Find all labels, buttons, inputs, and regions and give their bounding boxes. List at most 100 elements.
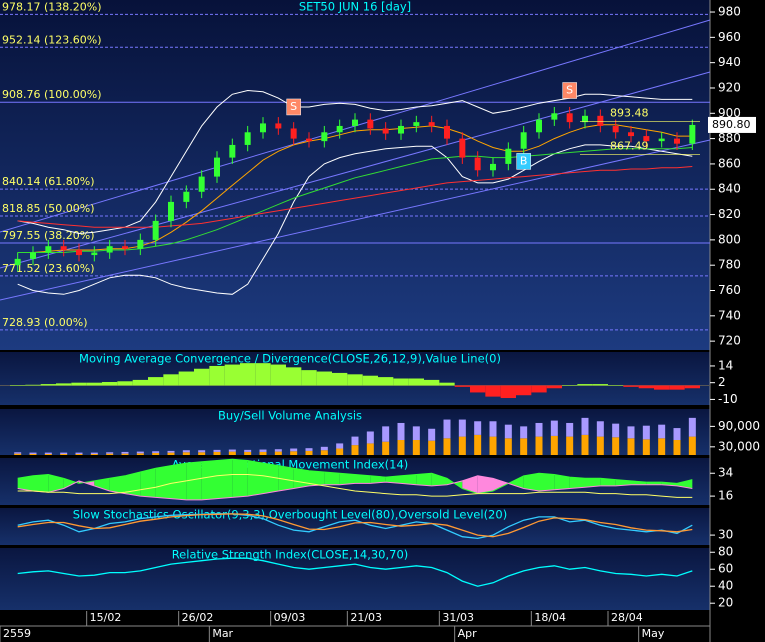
candle-body	[321, 132, 328, 142]
volume-bar	[60, 452, 68, 454]
volume-bar	[14, 452, 22, 454]
candle-body	[152, 220, 159, 240]
histogram-bar	[562, 385, 578, 386]
volume-bar	[121, 451, 129, 454]
volume-bar	[458, 436, 466, 455]
volume-bar	[474, 434, 482, 455]
y-tick-label: 740	[718, 308, 741, 322]
candle-body	[275, 123, 282, 129]
di-fill	[600, 478, 616, 486]
indicator-line	[17, 166, 693, 228]
di-fill	[508, 475, 524, 489]
volume-bar	[428, 428, 436, 441]
y-tick-label: 820	[718, 207, 741, 221]
histogram-bar	[638, 385, 654, 389]
di-fill	[462, 475, 478, 494]
fib-label: 952.14 (123.60%)	[2, 33, 102, 46]
histogram-bar	[286, 367, 302, 386]
month-label: Apr	[458, 627, 478, 640]
histogram-bar	[500, 385, 516, 399]
volume-bar	[228, 451, 236, 455]
candle-body	[336, 125, 343, 133]
di-fill	[523, 473, 539, 492]
y-tick-label: 840	[718, 182, 741, 196]
signal-label: S	[566, 84, 573, 97]
volume-bar	[60, 453, 68, 455]
volume-bar	[228, 449, 236, 452]
candle-body	[290, 128, 297, 139]
candle-body	[306, 138, 312, 142]
y-tick-label: 60	[718, 562, 733, 576]
volume-bar	[305, 450, 313, 455]
last-price-label: 890.80	[712, 118, 751, 131]
fib-label: 978.17 (138.20%)	[2, 0, 102, 13]
volume-bar	[29, 453, 37, 455]
indicator-line	[17, 89, 693, 235]
volume-bar	[167, 450, 175, 453]
histogram-bar	[684, 385, 700, 389]
volume-bar	[152, 451, 160, 453]
y-tick-label: 30	[718, 528, 733, 542]
histogram-bar	[332, 372, 348, 386]
volume-bar	[382, 441, 390, 455]
y-tick-label: 80	[718, 545, 733, 559]
histogram-bar	[224, 364, 240, 386]
volume-bar	[336, 448, 344, 455]
volume-bar	[397, 422, 405, 441]
y-tick-label: 40	[718, 579, 733, 593]
di-fill	[293, 468, 309, 489]
histogram-bar	[439, 382, 455, 386]
signal-marker	[286, 98, 301, 116]
y-tick-label: 720	[718, 334, 741, 348]
histogram-bar	[102, 381, 118, 386]
volume-bar	[458, 419, 466, 437]
histogram-bar	[316, 371, 332, 386]
volume-bar	[366, 443, 374, 455]
signal-marker	[516, 153, 531, 170]
x-tick-label: 28/04	[611, 611, 643, 624]
di-fill	[569, 477, 585, 489]
indicator-line	[17, 475, 693, 501]
volume-bar	[612, 423, 620, 438]
di-fill	[631, 480, 647, 485]
histogram-bar	[654, 385, 670, 390]
histogram-bar	[424, 379, 440, 386]
histogram-bar	[240, 363, 256, 386]
di-fill	[431, 473, 447, 486]
volume-bar	[627, 438, 635, 455]
histogram-bar	[71, 382, 87, 386]
candle-body	[183, 191, 190, 202]
di-fill	[63, 478, 79, 489]
volume-bar	[290, 451, 298, 455]
volume-bar	[535, 436, 543, 455]
y-tick-label: 980	[718, 5, 741, 19]
volume-bar	[336, 443, 344, 449]
volume-bar	[596, 421, 604, 437]
candle-body	[597, 115, 604, 126]
y-tick-label: 780	[718, 258, 741, 272]
volume-bar	[658, 424, 666, 439]
candle-body	[459, 138, 466, 158]
candle-body	[490, 163, 496, 171]
di-fill	[140, 468, 156, 498]
volume-bar	[106, 453, 114, 455]
histogram-bar	[270, 364, 286, 386]
histogram-bar	[362, 375, 378, 386]
candle-body	[398, 125, 404, 134]
histogram-bar	[86, 382, 102, 386]
candle-body	[689, 124, 696, 144]
volume-bar	[29, 452, 37, 454]
indicator-line	[17, 474, 693, 498]
volume-bar	[121, 453, 129, 455]
histogram-bar	[347, 374, 363, 386]
di-fill	[217, 459, 233, 499]
volume-bar	[504, 438, 512, 455]
di-fill	[171, 463, 187, 500]
candle-body	[30, 252, 36, 259]
volume-bar	[274, 451, 282, 455]
candle-body	[367, 119, 374, 129]
volume-bar	[566, 436, 574, 455]
di-fill	[370, 475, 386, 484]
volume-bar	[351, 445, 359, 455]
